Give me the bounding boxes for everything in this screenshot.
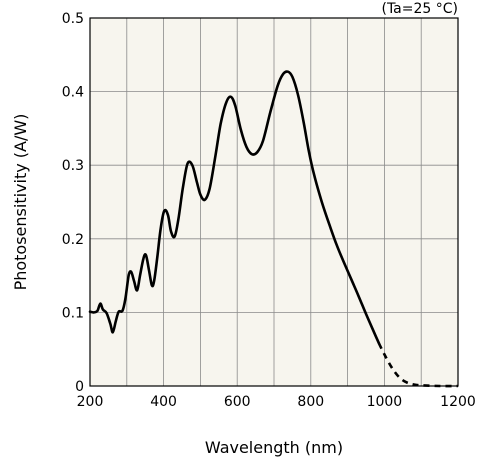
y-tick-label: 0.3 xyxy=(62,158,84,174)
y-axis-title: Photosensitivity (A/W) xyxy=(11,114,30,291)
x-tick-label: 200 xyxy=(77,394,104,410)
y-axis-ticks: 0 0.1 0.2 0.3 0.4 0.5 xyxy=(62,11,84,395)
x-tick-label: 800 xyxy=(297,394,324,410)
series-line-dashed xyxy=(377,342,459,388)
x-tick-label: 1200 xyxy=(440,394,476,410)
temperature-annotation: (Ta=25 °C) xyxy=(381,1,458,17)
series-group xyxy=(88,70,459,388)
y-tick-label: 0.4 xyxy=(62,85,84,101)
series-line-solid xyxy=(88,70,381,345)
x-tick-label: 600 xyxy=(224,394,251,410)
x-axis-ticks: 200 400 600 800 1000 1200 xyxy=(77,394,476,410)
y-tick-label: 0.1 xyxy=(62,305,84,321)
y-tick-label: 0.2 xyxy=(62,232,84,248)
plot-frame xyxy=(89,17,459,387)
y-tick-label: 0 xyxy=(75,379,84,395)
grid-lines xyxy=(90,18,458,386)
y-tick-label: 0.5 xyxy=(62,11,84,27)
x-tick-label: 400 xyxy=(150,394,177,410)
x-axis-title: Wavelength (nm) xyxy=(205,438,343,457)
x-tick-label: 1000 xyxy=(367,394,403,410)
